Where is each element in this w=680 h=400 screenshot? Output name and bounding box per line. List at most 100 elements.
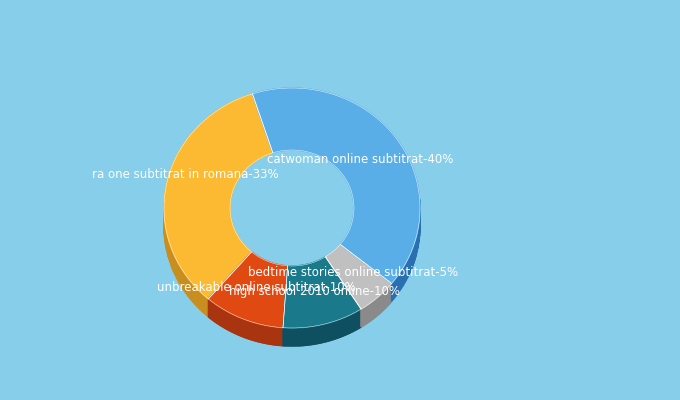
Polygon shape — [206, 297, 208, 317]
Polygon shape — [338, 320, 339, 338]
Polygon shape — [411, 248, 413, 269]
Polygon shape — [258, 324, 259, 342]
Polygon shape — [294, 328, 295, 346]
Polygon shape — [262, 325, 263, 343]
Polygon shape — [193, 284, 195, 304]
Text: unbreakable online subtitrat-10%: unbreakable online subtitrat-10% — [158, 281, 356, 294]
Polygon shape — [410, 251, 411, 272]
Polygon shape — [315, 326, 316, 344]
Polygon shape — [278, 327, 279, 345]
Text: bedtime stories online subtitrat-5%: bedtime stories online subtitrat-5% — [248, 266, 458, 279]
Polygon shape — [345, 236, 347, 255]
Polygon shape — [220, 307, 221, 326]
Polygon shape — [250, 322, 252, 340]
Polygon shape — [341, 318, 342, 337]
Polygon shape — [245, 246, 246, 265]
Polygon shape — [208, 252, 288, 328]
Polygon shape — [340, 319, 341, 337]
Polygon shape — [237, 316, 238, 335]
Polygon shape — [321, 325, 322, 343]
Polygon shape — [394, 278, 396, 299]
Polygon shape — [264, 325, 265, 343]
Polygon shape — [199, 290, 201, 310]
Polygon shape — [319, 325, 320, 343]
Polygon shape — [276, 327, 277, 345]
Polygon shape — [243, 244, 244, 263]
Polygon shape — [171, 249, 173, 269]
Polygon shape — [229, 313, 230, 331]
Polygon shape — [170, 244, 171, 264]
Text: catwoman online subtitrat-40%: catwoman online subtitrat-40% — [267, 152, 453, 166]
Polygon shape — [185, 274, 186, 294]
Polygon shape — [407, 257, 409, 278]
Polygon shape — [302, 328, 303, 346]
Polygon shape — [329, 323, 330, 341]
Polygon shape — [314, 326, 315, 344]
Polygon shape — [269, 326, 270, 344]
Polygon shape — [255, 323, 256, 341]
Polygon shape — [249, 250, 250, 268]
Polygon shape — [293, 328, 294, 346]
Polygon shape — [204, 296, 206, 315]
Polygon shape — [244, 245, 245, 264]
Polygon shape — [324, 324, 325, 342]
Polygon shape — [360, 309, 361, 328]
Polygon shape — [240, 318, 241, 336]
Polygon shape — [323, 324, 324, 342]
Polygon shape — [356, 312, 357, 330]
Polygon shape — [222, 309, 223, 327]
Polygon shape — [230, 313, 231, 332]
Polygon shape — [240, 240, 241, 259]
Polygon shape — [344, 317, 345, 336]
Polygon shape — [305, 327, 306, 345]
Polygon shape — [248, 321, 249, 339]
Polygon shape — [243, 319, 244, 337]
Polygon shape — [322, 324, 323, 342]
Polygon shape — [304, 328, 305, 346]
Polygon shape — [289, 328, 290, 346]
Polygon shape — [326, 323, 327, 342]
Polygon shape — [296, 328, 297, 346]
Polygon shape — [236, 316, 237, 334]
Polygon shape — [339, 319, 340, 338]
Polygon shape — [242, 318, 243, 337]
Polygon shape — [415, 236, 416, 258]
Polygon shape — [232, 314, 233, 332]
Polygon shape — [343, 240, 344, 259]
Polygon shape — [219, 306, 220, 325]
Polygon shape — [248, 248, 249, 268]
Polygon shape — [401, 268, 403, 289]
Polygon shape — [291, 328, 292, 346]
Polygon shape — [271, 326, 272, 344]
Polygon shape — [283, 257, 361, 328]
Polygon shape — [399, 271, 401, 291]
Polygon shape — [233, 314, 234, 333]
Polygon shape — [306, 327, 307, 345]
Polygon shape — [247, 248, 248, 266]
Polygon shape — [224, 310, 225, 328]
Polygon shape — [239, 317, 240, 336]
Polygon shape — [413, 242, 415, 263]
Polygon shape — [234, 315, 235, 333]
Polygon shape — [331, 322, 332, 340]
Polygon shape — [257, 324, 258, 342]
Polygon shape — [347, 233, 348, 252]
Polygon shape — [335, 321, 336, 339]
Polygon shape — [282, 328, 283, 346]
Polygon shape — [249, 321, 250, 339]
Polygon shape — [266, 326, 267, 344]
Polygon shape — [265, 325, 266, 344]
Polygon shape — [355, 312, 356, 330]
Polygon shape — [347, 316, 348, 334]
Polygon shape — [348, 316, 349, 334]
Polygon shape — [274, 327, 275, 345]
Polygon shape — [241, 242, 243, 261]
Polygon shape — [318, 325, 319, 344]
Polygon shape — [235, 316, 236, 334]
Polygon shape — [354, 312, 355, 331]
Polygon shape — [267, 326, 268, 344]
Polygon shape — [396, 276, 398, 296]
Polygon shape — [352, 313, 354, 332]
Polygon shape — [246, 320, 247, 338]
Polygon shape — [261, 324, 262, 342]
